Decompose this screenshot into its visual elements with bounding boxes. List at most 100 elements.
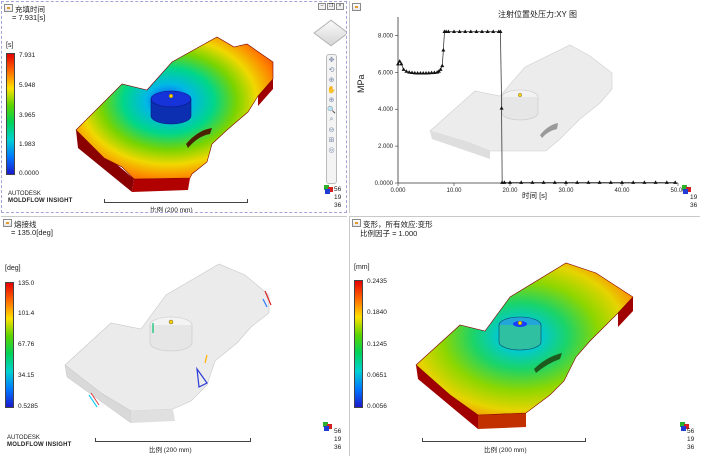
data-point [441, 48, 446, 52]
triad-number: 19 [334, 436, 342, 443]
data-point [457, 29, 462, 34]
fill-time-pane[interactable]: 充填时间 = 7.931[s] – ❐ × [s] 7.931 5.948 3.… [1, 1, 347, 213]
data-point [519, 180, 524, 184]
triad-number: 19 [334, 194, 342, 201]
scale-bar [104, 199, 248, 203]
data-point [480, 29, 484, 34]
boss-wall [149, 325, 193, 352]
data-point [436, 69, 441, 73]
part-model-deflection[interactable] [350, 217, 700, 456]
weld-line [262, 298, 268, 308]
injection-point-icon [168, 319, 174, 325]
deflection-pane[interactable]: 变形，所有效应:变形 比例因子 = 1.000 [mm] 0.2435 0.18… [349, 216, 700, 456]
zoom-in-icon[interactable]: ⊕ [328, 97, 335, 104]
data-point [485, 29, 490, 34]
result-value: 比例因子 = 1.000 [360, 229, 418, 238]
x-tick-label: 20.00 [502, 188, 518, 194]
look-icon[interactable]: ◎ [328, 147, 335, 154]
legend-tick: 0.5285 [18, 403, 38, 410]
triad-number: 56 [334, 186, 342, 193]
x-tick-label: 30.00 [558, 188, 574, 194]
legend-tick: 5.948 [19, 82, 36, 89]
result-title: 变形，所有效应:变形 [363, 220, 433, 229]
data-point [530, 180, 535, 184]
weld-line-pane[interactable]: 熔接线 = 135.0[deg] [deg] 135.0 101.4 67.76… [1, 216, 347, 456]
legend-tick: 0.1245 [367, 341, 387, 348]
y-tick-label: 0.0000 [375, 181, 394, 187]
navigation-toolbar: ✥ ⟲ ⊕ ✋ ⊕ 🔍 ⌕ ⊖ ⊞ ◎ [326, 54, 337, 184]
part-model-fill-time[interactable] [2, 2, 347, 213]
weld-line [88, 394, 98, 408]
data-point [541, 180, 546, 184]
result-value: = 7.931[s] [12, 13, 46, 22]
triad-number: 36 [690, 202, 698, 209]
restore-icon[interactable]: ❐ [327, 3, 335, 10]
color-legend-bar [6, 53, 15, 175]
part-side-face [76, 130, 134, 192]
data-point [597, 180, 602, 184]
data-point [468, 29, 473, 34]
pan-icon[interactable]: ✥ [328, 57, 335, 64]
data-point [673, 180, 678, 184]
data-point [631, 180, 636, 184]
axis-triad-icon [323, 422, 332, 431]
chart-title: 注射位置处压力:XY 图 [498, 10, 577, 19]
result-title: 熔接线 [14, 220, 37, 229]
legend-tick: 7.931 [19, 52, 36, 59]
triad-number: 36 [687, 444, 695, 451]
orbit-icon[interactable]: ⟲ [328, 67, 335, 74]
x-axis-label: 时间 [s] [522, 191, 548, 200]
zoom-icon[interactable]: 🔍 [327, 107, 336, 114]
window-controls: – ❐ × [318, 3, 344, 10]
scale-label: 比例 (200 mm) [150, 207, 193, 213]
rib-slot [534, 353, 562, 373]
data-point [491, 29, 496, 34]
zoom-out-icon[interactable]: ⊖ [328, 127, 335, 134]
triad-number: 36 [334, 444, 342, 451]
part-model-weld-lines[interactable] [1, 217, 347, 456]
result-title: 充填时间 [15, 5, 45, 14]
hand-icon[interactable]: ✋ [327, 87, 336, 94]
injection-point-icon [168, 93, 174, 99]
brand-logo: AUTODESK MOLDFLOW INSIGHT [7, 435, 72, 449]
result-icon [3, 219, 12, 227]
legend-tick: 0.1840 [367, 309, 387, 316]
legend-tick: 1.983 [19, 141, 36, 148]
data-point [429, 70, 434, 75]
x-tick-label: 0.000 [390, 188, 406, 194]
y-tick-label: 4.000 [378, 107, 394, 113]
weld-line [264, 290, 272, 306]
data-point [586, 180, 591, 184]
data-point [575, 180, 580, 184]
weld-line [90, 392, 100, 406]
injection-point-icon [517, 320, 523, 326]
part-side-face [132, 178, 190, 192]
part-side-face [416, 365, 478, 429]
legend-tick: 0.0651 [367, 372, 387, 379]
x-tick-label: 50.00 [670, 188, 686, 194]
rotate-icon[interactable]: ⊕ [328, 77, 335, 84]
zoom-window-icon[interactable]: ⌕ [329, 116, 334, 123]
pressure-xy-pane[interactable]: 注射位置处压力:XY 图 MPa 时间 [s] 0.000 10.00 20.00 3… [349, 1, 700, 213]
fit-icon[interactable]: ⊞ [328, 137, 335, 144]
y-tick-label: 8.000 [378, 33, 394, 39]
boss-wall [150, 98, 192, 125]
weld-line [204, 354, 208, 364]
data-point [653, 180, 658, 184]
data-point [552, 180, 557, 184]
data-point [440, 63, 445, 68]
close-icon[interactable]: × [336, 3, 344, 10]
axis-triad-icon [682, 185, 691, 194]
triad-number: 56 [687, 428, 695, 435]
pressure-chart[interactable]: 0.000 10.00 20.00 30.00 40.00 50.00 0.0000 2.00… [350, 1, 700, 213]
part-side-face [258, 79, 273, 106]
y-tick-label: 2.000 [378, 144, 394, 150]
data-point [435, 70, 440, 74]
data-point [396, 61, 400, 66]
minimize-icon[interactable]: – [318, 3, 326, 10]
brand-line1: AUTODESK [8, 191, 41, 197]
data-point [642, 180, 647, 184]
scale-label: 比例 (200 mm) [484, 447, 527, 454]
boss-wall [498, 325, 542, 351]
result-icon [352, 3, 361, 11]
